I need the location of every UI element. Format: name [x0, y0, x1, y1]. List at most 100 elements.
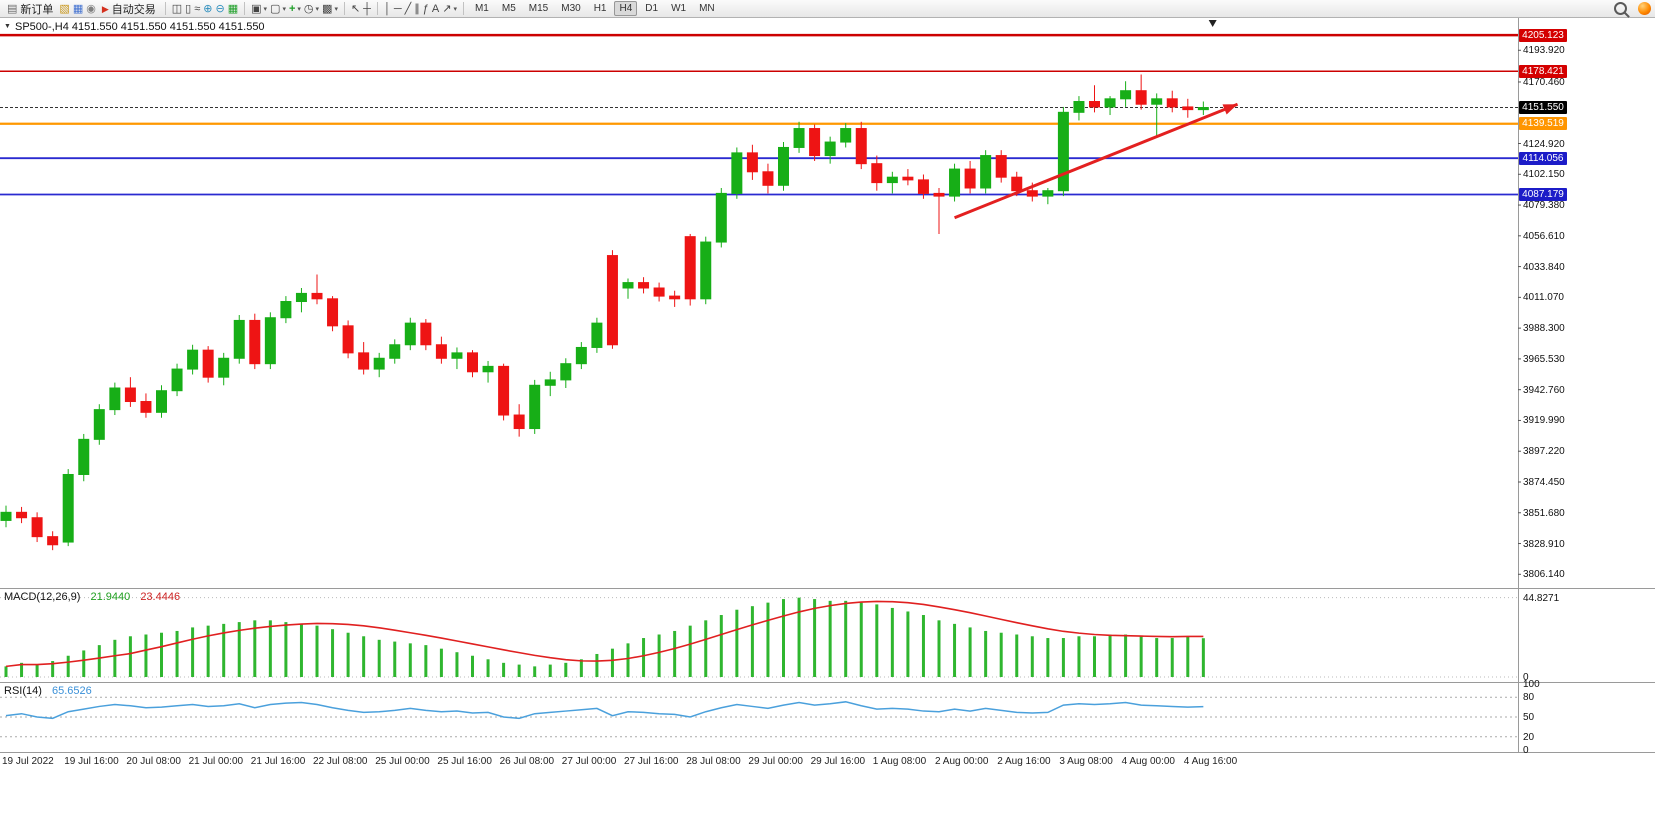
time-label: 21 Jul 00:00 [188, 756, 244, 767]
symbol-dropdown-icon[interactable]: ▼ [4, 23, 11, 30]
candle-body [93, 409, 105, 440]
candlestick-chart-icon[interactable]: ▯ [185, 2, 192, 15]
tile-windows-icon[interactable]: ▣ [251, 2, 262, 15]
macd-bar [113, 639, 117, 677]
candle-body [1197, 107, 1209, 111]
zoom-in-icon[interactable]: ⊕ [203, 2, 213, 15]
candle-body [295, 292, 307, 303]
rsi-line [5, 701, 1204, 720]
dropdown-icon[interactable]: ▾ [263, 5, 268, 13]
market-watch-icon[interactable]: ▦ [72, 2, 84, 15]
candle-body [529, 384, 541, 430]
macd-bar [984, 630, 988, 677]
fibonacci-icon[interactable]: ƒ [422, 2, 429, 15]
shift-marker-icon [1208, 20, 1217, 27]
data-window-icon[interactable]: ◉ [86, 2, 96, 15]
price-tick: 4193.920 [1523, 45, 1565, 57]
search-icon[interactable] [1614, 2, 1627, 15]
candle-body [327, 298, 339, 327]
macd-bar [299, 623, 303, 677]
timeframe-m15-button[interactable]: M15 [528, 3, 549, 14]
candle-body [420, 322, 432, 346]
text-tool-icon[interactable]: A [431, 2, 440, 15]
candle-body [109, 387, 121, 411]
candle-body [653, 287, 665, 297]
timeframe-m30-button[interactable]: M30 [561, 3, 581, 14]
dropdown-icon[interactable]: ▾ [297, 5, 301, 13]
candle-body [855, 128, 867, 165]
macd-bar [253, 620, 257, 677]
cascade-windows-icon[interactable]: ▢ [270, 2, 281, 15]
macd-bar [797, 597, 801, 677]
macd-bar [610, 648, 614, 677]
trendline-icon[interactable]: ╱ [404, 2, 412, 15]
horizontal-line-icon[interactable]: ─ [393, 2, 402, 15]
trend-arrow [953, 102, 1239, 220]
candle-body [482, 365, 494, 373]
macd-bar [408, 643, 412, 677]
grid-icon[interactable]: ▦ [227, 2, 239, 15]
indicators-icon[interactable]: + [288, 2, 296, 15]
macd-bar [642, 638, 646, 677]
candle-body [1026, 190, 1038, 197]
macd-bar [595, 653, 599, 677]
time-label: 19 Jul 2022 [2, 756, 54, 767]
candle-body [778, 146, 789, 186]
time-label: 29 Jul 00:00 [748, 756, 803, 767]
timeframe-h1-button[interactable]: H1 [593, 3, 607, 14]
vertical-line-icon[interactable]: │ [383, 2, 391, 15]
macd-histogram[interactable] [4, 597, 1205, 677]
timeframe-m1-button[interactable]: M1 [474, 3, 489, 14]
candle-body [964, 168, 976, 189]
channel-icon[interactable]: ∥ [414, 2, 420, 15]
candle-body [669, 295, 681, 300]
candles-group[interactable] [0, 74, 1209, 551]
macd-bar [921, 615, 925, 677]
chart-profile-icon[interactable]: ▧ [59, 2, 70, 15]
macd-bar [548, 664, 552, 677]
timeframe-d1-button[interactable]: D1 [645, 3, 659, 14]
time-label: 29 Jul 16:00 [810, 756, 866, 767]
bars-chart-icon[interactable]: ◫ [171, 2, 183, 15]
macd-bar [953, 623, 957, 677]
macd-bar [1201, 638, 1205, 677]
candle-body [638, 282, 650, 289]
macd-bar [486, 659, 490, 677]
macd-bar [471, 655, 474, 677]
notification-icon[interactable] [1638, 2, 1651, 15]
macd-bar [1077, 636, 1081, 677]
candle-body [389, 344, 401, 359]
timeframe-m5-button[interactable]: M5 [501, 3, 516, 14]
templates-icon[interactable]: ▩ [322, 2, 333, 15]
new-order-button[interactable]: ▤ 新订单 [4, 1, 56, 17]
candle-body [264, 317, 276, 365]
timeframe-h4-button[interactable]: H4 [614, 1, 638, 16]
macd-bar [517, 664, 521, 677]
candle-body [0, 511, 12, 521]
cursor-icon[interactable]: ↖ [350, 2, 361, 15]
line-chart-icon[interactable]: ≈ [194, 2, 201, 15]
macd-bar [237, 622, 241, 677]
crosshair-icon[interactable]: ┼ [363, 2, 371, 15]
macd-bar [719, 615, 723, 677]
macd-bar [766, 602, 770, 677]
candle-body [933, 192, 945, 197]
timeframe-mn-button[interactable]: MN [699, 3, 715, 14]
candle-body [218, 357, 230, 378]
periods-icon[interactable]: ◷ [303, 2, 314, 15]
zoom-out-icon[interactable]: ⊖ [215, 2, 225, 15]
toolbar-separator [376, 2, 378, 15]
dropdown-icon[interactable]: ▾ [282, 5, 286, 13]
dropdown-icon[interactable]: ▾ [453, 5, 457, 13]
auto-trading-button[interactable]: ▶ 自动交易 [99, 1, 159, 17]
toolbar: ▤ 新订单 ▧ ▦ ◉ ▶ 自动交易 ◫ ▯ ≈ ⊕ ⊖ ▦ ▣ ▾ ▢ ▾ +… [0, 0, 1655, 18]
candle-body [467, 352, 478, 373]
auto-trading-label: 自动交易 [111, 3, 156, 16]
timeframe-w1-button[interactable]: W1 [671, 3, 687, 14]
dropdown-icon[interactable]: ▾ [315, 5, 320, 13]
time-label: 27 Jul 16:00 [624, 756, 679, 767]
macd-bar [439, 648, 443, 677]
arrows-tool-icon[interactable]: ↗ [442, 2, 452, 15]
dropdown-icon[interactable]: ▾ [334, 5, 338, 13]
